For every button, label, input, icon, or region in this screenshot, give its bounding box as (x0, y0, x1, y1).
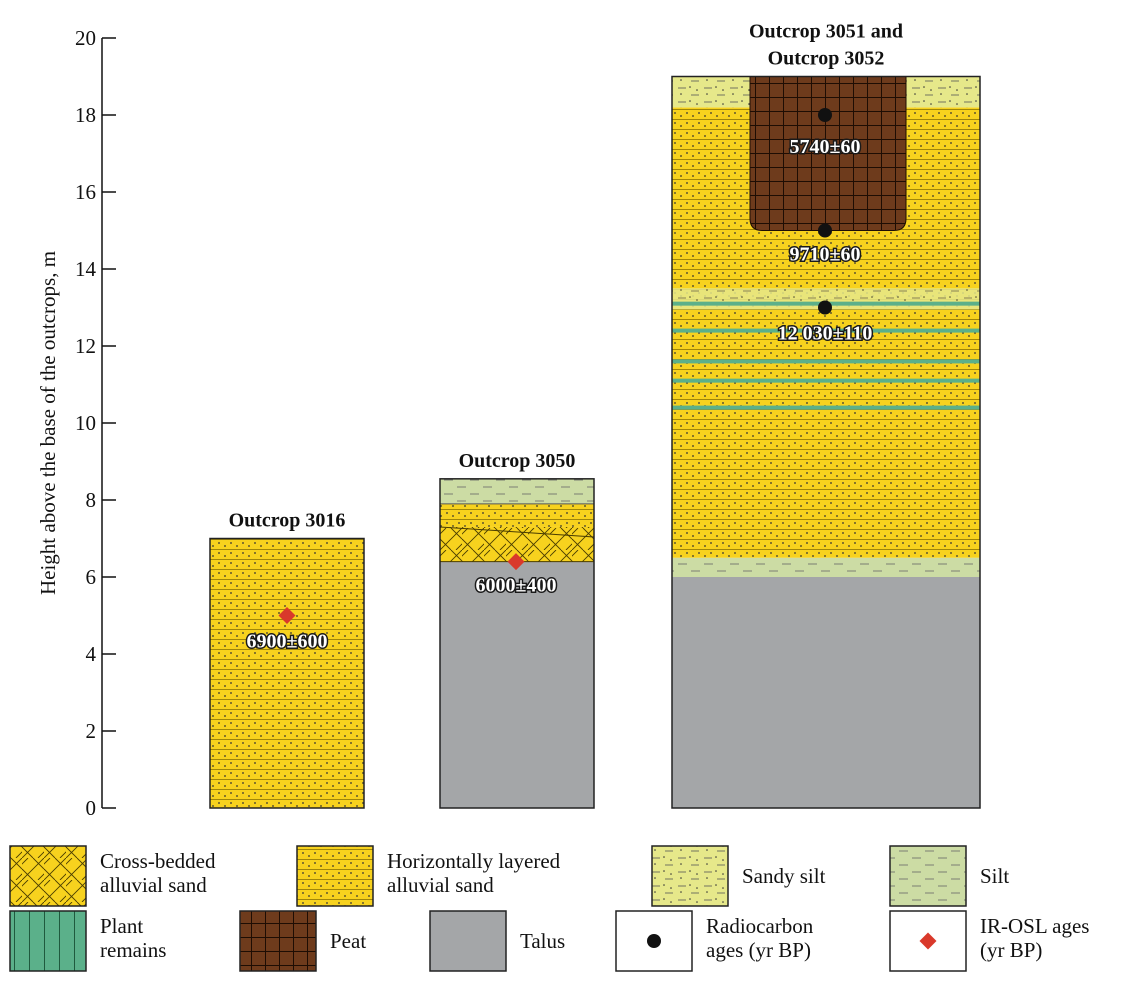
legend-item-sandy-silt: Sandy silt (651, 845, 826, 907)
legend-label: Horizontally layered (387, 849, 561, 873)
radiocarbon-date-marker (818, 223, 832, 238)
y-axis-title: Height above the base of the outcrops, m (36, 251, 60, 595)
plant-remains-band (672, 405, 980, 410)
outcrop-outline (439, 478, 595, 809)
outcrop-outline (209, 537, 365, 809)
radiocarbon-date-marker (818, 300, 832, 315)
outcrop-3051: Outcrop 3051 and Outcrop 3052 5740±60 9710±… (671, 21, 981, 809)
legend-swatch (889, 845, 967, 907)
legend-swatch (296, 845, 374, 907)
y-tick-label: 10 (75, 411, 96, 435)
y-tick-label: 14 (75, 257, 97, 281)
legend-label: (yr BP) (980, 938, 1042, 962)
legend-item-silt: Silt (889, 845, 1009, 907)
legend-radiocarbon-marker (647, 934, 661, 948)
layer-silt (440, 478, 594, 504)
legend-label: Radiocarbon (706, 914, 814, 938)
legend-item-peat: Peat (239, 910, 366, 972)
y-tick-label: 6 (86, 565, 97, 589)
legend-label: alluvial sand (100, 873, 207, 897)
plant-remains-band (672, 328, 980, 333)
layer-horizontal-sand (210, 538, 364, 808)
legend-label: IR-OSL ages (980, 914, 1089, 938)
y-tick-label: 18 (75, 103, 96, 127)
plant-remains-band (672, 378, 980, 383)
legend-irosl-marker (919, 932, 937, 950)
layer-talus (672, 577, 980, 808)
legend-swatch (429, 910, 507, 972)
legend-item-talus: Talus (429, 910, 565, 972)
age-label: 6900±600 (247, 631, 328, 653)
age-label: 12 030±110 (778, 323, 873, 345)
layer-talus (440, 561, 594, 808)
outcrop-title: Outcrop 3051 and (749, 21, 903, 43)
layer-silt (672, 557, 980, 577)
y-tick-label: 16 (75, 180, 96, 204)
y-tick-label: 4 (86, 642, 97, 666)
outcrop-3050: Outcrop 3050 6000±400 (439, 450, 595, 809)
legend-swatch (651, 845, 729, 907)
legend-label: alluvial sand (387, 873, 494, 897)
legend-label: Cross-bedded (100, 849, 216, 873)
age-label: 5740±60 (790, 136, 861, 158)
y-tick-label: 2 (86, 719, 97, 743)
legend-label: remains (100, 938, 166, 962)
legend-label: ages (yr BP) (706, 938, 811, 962)
y-tick-label: 8 (86, 488, 97, 512)
legend-label: Sandy silt (742, 864, 826, 888)
age-label: 6000±400 (476, 575, 557, 597)
legend-item-irosl: IR-OSL ages(yr BP) (889, 910, 1089, 972)
y-tick-label: 20 (75, 26, 96, 50)
outcrop-title: Outcrop 3052 (768, 48, 885, 70)
irosl-date-marker (278, 607, 296, 624)
legend-swatch (9, 845, 87, 907)
legend-label: Talus (520, 929, 565, 953)
legend-swatch (9, 910, 87, 972)
outcrop-columns: Outcrop 3016 6900±600 Outcrop 3050 6000±400… (209, 21, 981, 809)
irosl-date-marker (507, 553, 525, 571)
layer-peat (749, 76, 907, 231)
y-axis: 0 2 4 6 8 10 12 14 16 18 20 Height above the base o… (36, 26, 116, 820)
legend-label: Plant (100, 914, 143, 938)
outcrop-title: Outcrop 3016 (229, 510, 346, 532)
layer-horizontal-sand (440, 503, 594, 527)
age-label: 9710±60 (790, 244, 861, 266)
y-tick-label: 12 (75, 334, 96, 358)
legend-label: Peat (330, 929, 366, 953)
plant-remains-band (672, 359, 980, 364)
outcrop-outline (671, 75, 981, 809)
outcrop-title: Outcrop 3050 (459, 450, 576, 472)
outcrop-3016: Outcrop 3016 6900±600 (209, 510, 365, 809)
legend-label: Silt (980, 864, 1009, 888)
radiocarbon-date-marker (818, 108, 832, 122)
legend-swatch (239, 910, 317, 972)
y-tick-label: 0 (86, 796, 97, 820)
